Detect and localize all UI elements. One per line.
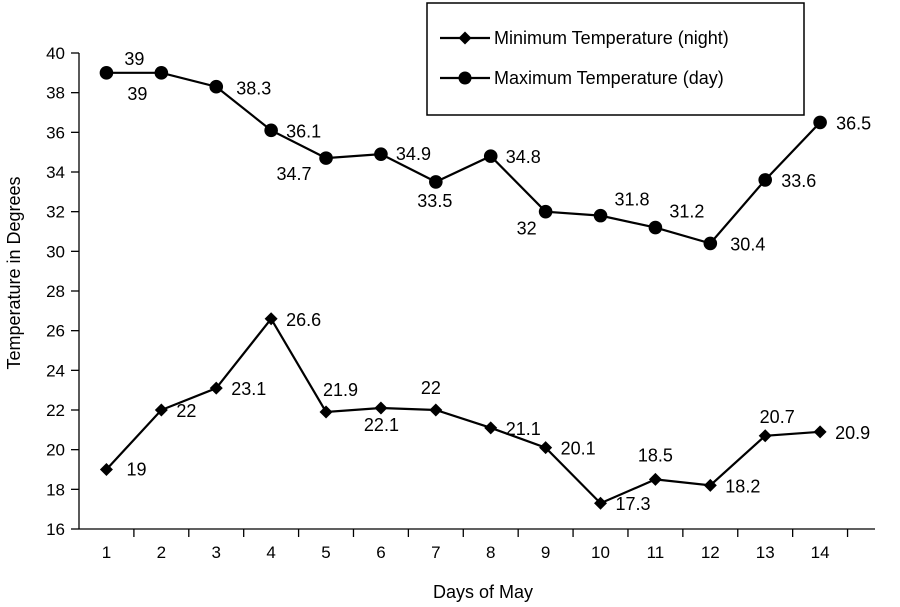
data-point-max: [264, 123, 278, 138]
data-point-max: [593, 208, 608, 223]
data-point-min: [154, 403, 168, 417]
data-label-max: 34.7: [277, 164, 312, 184]
data-label-min: 21.9: [323, 380, 358, 400]
x-tick-label: 13: [756, 543, 775, 562]
x-tick-label: 6: [376, 543, 385, 562]
data-label-min: 21.1: [506, 419, 541, 439]
data-label-max: 30.4: [730, 234, 765, 254]
data-label-max: 36.1: [286, 121, 321, 141]
legend: Minimum Temperature (night) Maximum Temp…: [426, 2, 805, 116]
y-tick-label: 22: [46, 401, 65, 420]
data-label-min: 17.3: [616, 494, 651, 514]
data-point-min: [374, 401, 388, 415]
data-point-max: [209, 79, 224, 94]
x-tick-label: 7: [431, 543, 440, 562]
data-point-min: [703, 478, 717, 492]
data-point-min: [264, 312, 278, 326]
data-point-min: [648, 472, 662, 486]
x-tick-label: 4: [266, 543, 275, 562]
data-label-max: 31.2: [669, 202, 704, 222]
y-tick-label: 28: [46, 282, 65, 301]
y-tick-label: 34: [46, 163, 65, 182]
y-tick-label: 40: [46, 44, 65, 63]
data-label-min: 20.9: [835, 423, 870, 443]
data-label-min: 26.6: [286, 310, 321, 330]
data-label-min: 23.1: [231, 379, 266, 399]
data-label-max: 33.5: [417, 191, 452, 211]
x-tick-label: 5: [321, 543, 330, 562]
data-label-min: 18.2: [725, 476, 760, 496]
legend-box: [426, 2, 805, 116]
y-tick-label: 38: [46, 84, 65, 103]
y-tick-label: 20: [46, 441, 65, 460]
data-point-max: [813, 115, 827, 130]
data-label-min: 20.7: [760, 407, 795, 427]
y-tick-label: 26: [46, 322, 65, 341]
x-ticks: 1 2 3 4 5 6 7 8 9 10 11 12 13 14: [102, 529, 849, 562]
x-axis-title: Days of May: [433, 582, 533, 602]
data-point-min: [319, 405, 333, 419]
data-point-max: [648, 220, 663, 235]
data-label-max: 31.8: [615, 190, 650, 210]
data-label-min: 20.1: [561, 439, 596, 459]
data-label-max: 32: [517, 219, 537, 239]
data-label-min: 18.5: [638, 445, 673, 465]
y-axis-title: Temperature in Degrees: [4, 176, 24, 369]
data-point-max: [703, 236, 718, 251]
y-tick-label: 16: [46, 520, 65, 539]
y-tick-label: 36: [46, 123, 65, 142]
series-line-max: [106, 71, 821, 245]
x-tick-label: 2: [157, 543, 166, 562]
data-label-max: 39: [127, 84, 147, 104]
x-tick-label: 8: [486, 543, 495, 562]
data-point-min: [758, 429, 772, 443]
y-ticks: 16 18 20 22 24 26 28 30 32 34 36 38 40: [46, 44, 79, 539]
data-point-min: [209, 381, 223, 395]
data-label-min: 19: [126, 460, 146, 480]
data-point-max: [154, 66, 169, 80]
data-label-min: 22: [176, 401, 196, 421]
y-tick-label: 30: [46, 242, 65, 261]
y-tick-label: 18: [46, 480, 65, 499]
data-point-max: [374, 147, 388, 161]
data-point-min: [813, 425, 827, 439]
data-label-max: 33.6: [781, 171, 816, 191]
legend-circle-marker: [458, 71, 472, 85]
data-label-max: 34.8: [506, 147, 541, 167]
data-label-max: 34.9: [396, 144, 431, 164]
data-point-min: [99, 463, 113, 476]
data-point-max: [429, 175, 443, 189]
data-point-min: [594, 496, 608, 510]
data-point-max: [319, 151, 333, 165]
legend-label-max: Maximum Temperature (day): [494, 68, 724, 88]
legend-label-min: Minimum Temperature (night): [494, 28, 729, 48]
data-label-max: 39: [124, 49, 144, 69]
data-point-min: [484, 421, 498, 435]
x-tick-label: 10: [591, 543, 610, 562]
x-tick-label: 9: [541, 543, 550, 562]
data-point-min: [429, 403, 443, 417]
x-tick-label: 14: [811, 543, 830, 562]
axes: [78, 53, 875, 530]
legend-diamond-marker: [458, 31, 472, 45]
y-tick-label: 32: [46, 203, 65, 222]
x-tick-label: 3: [212, 543, 221, 562]
data-point-max: [758, 173, 773, 187]
data-point-max: [538, 204, 553, 219]
x-tick-label: 1: [102, 543, 111, 562]
data-label-max: 36.5: [836, 113, 871, 133]
data-label-min: 22: [421, 378, 441, 398]
data-point-max: [483, 149, 498, 163]
series-line-min: [105, 316, 821, 505]
series-layer: 19 22 23.1 26.6 21.9 22.1 22 21.1 20.1 17.3 18.5 18…: [99, 49, 871, 514]
data-point-min: [539, 441, 553, 455]
data-label-min: 22.1: [364, 415, 399, 435]
x-tick-label: 12: [701, 543, 720, 562]
y-tick-label: 24: [46, 361, 65, 380]
data-label-max: 38.3: [236, 79, 271, 99]
x-tick-label: 11: [647, 543, 665, 562]
data-point-max: [99, 66, 114, 80]
